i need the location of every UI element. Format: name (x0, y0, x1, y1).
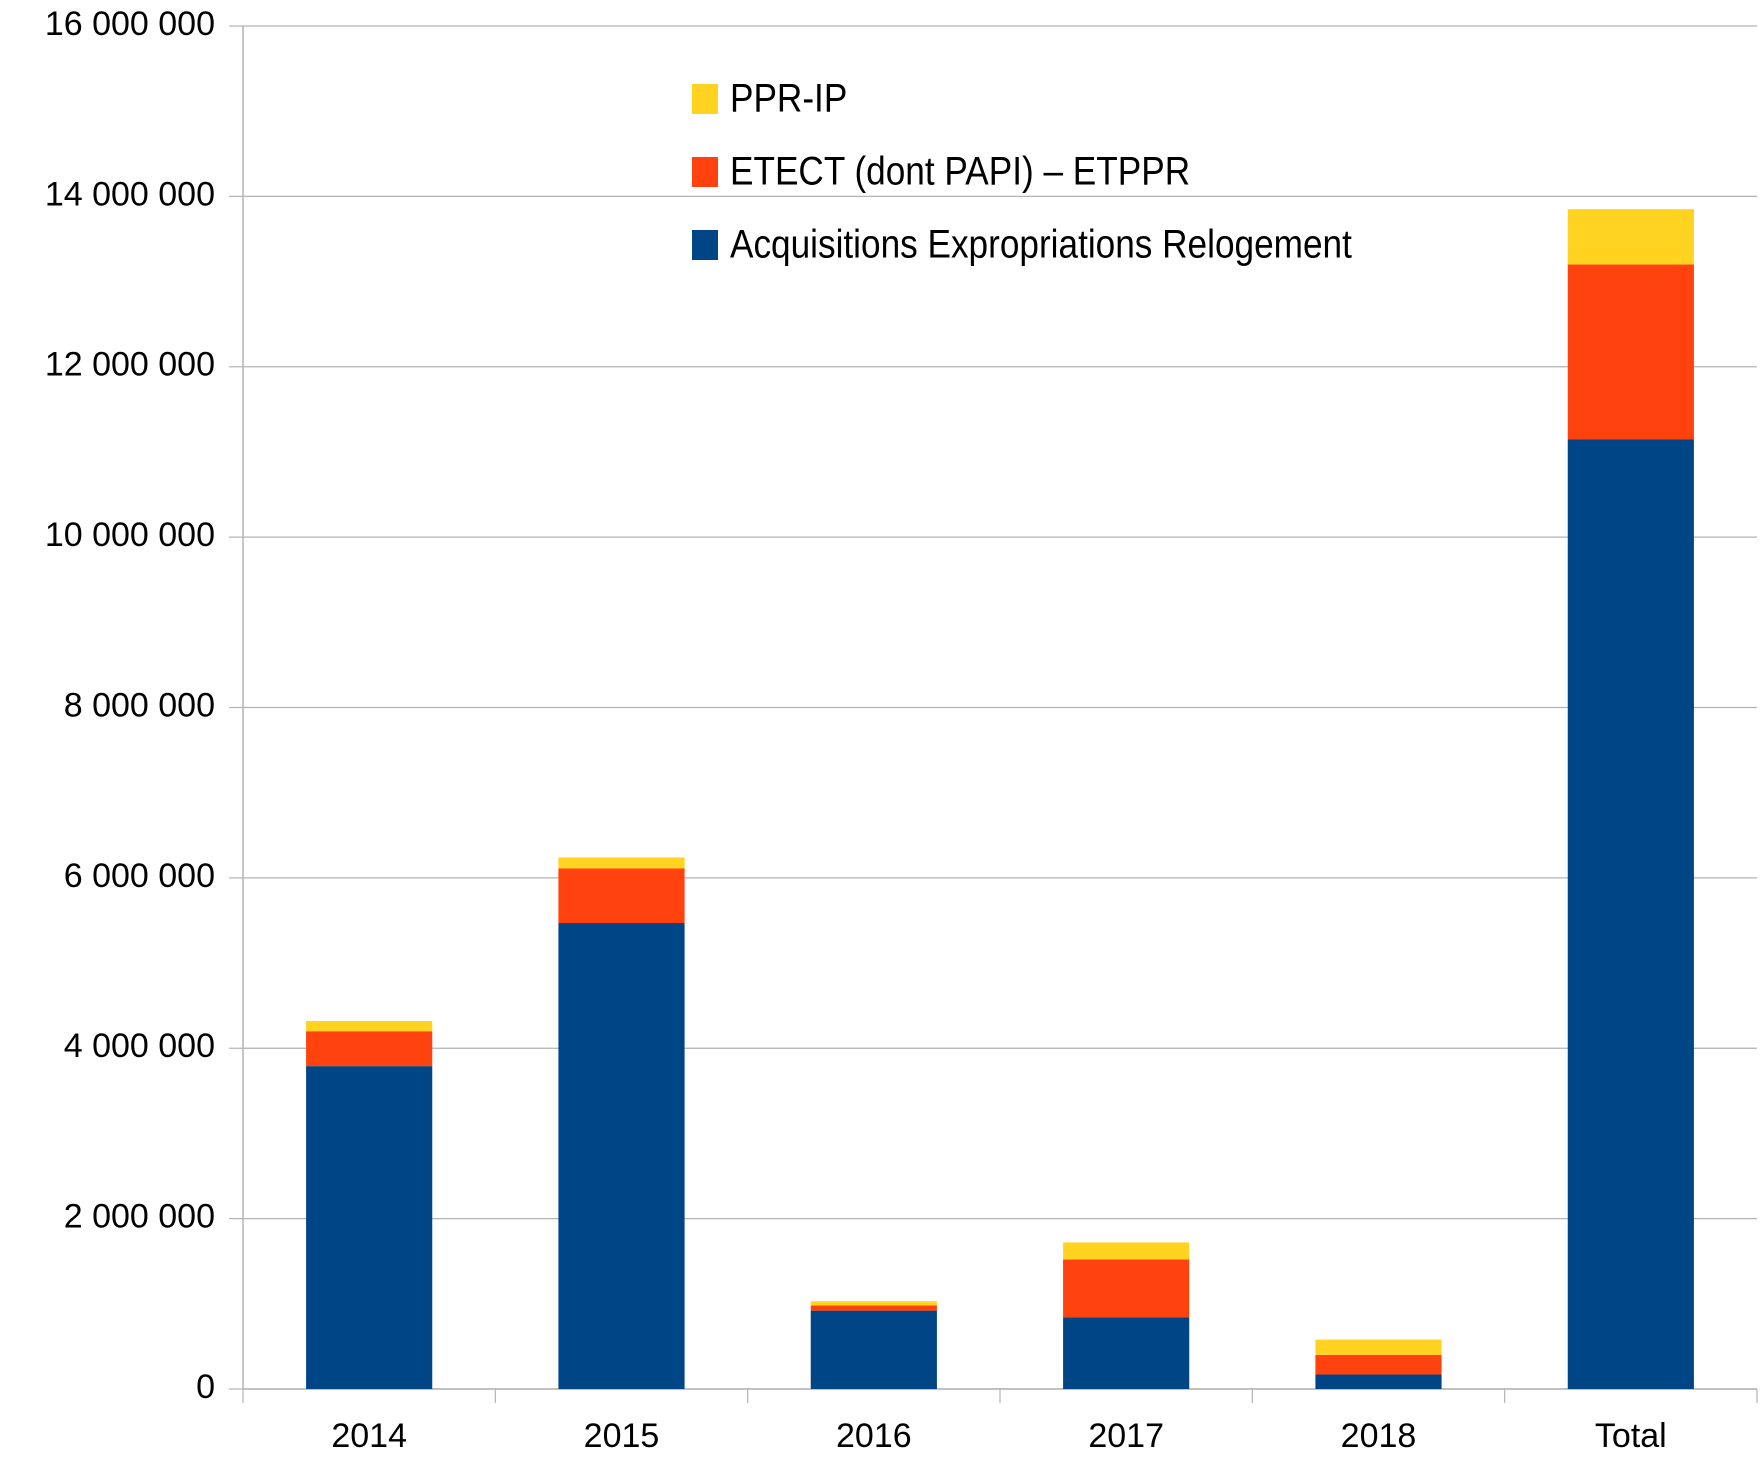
bar-segment (1315, 1339, 1442, 1355)
y-tick-label: 16 000 000 (45, 5, 215, 43)
y-tick-label: 10 000 000 (45, 516, 215, 554)
bar-segment (306, 1066, 433, 1389)
bar-segment (306, 1020, 433, 1032)
bar-segment (810, 1305, 937, 1311)
x-tick-label: 2018 (1341, 1417, 1417, 1455)
y-tick-label: 8 000 000 (64, 686, 215, 724)
bar-segment (1315, 1354, 1442, 1375)
bar-segment (810, 1301, 937, 1306)
x-tick-label: 2016 (836, 1417, 912, 1455)
y-tick-label: 12 000 000 (45, 346, 215, 384)
bar-segment (1063, 1259, 1190, 1318)
bar-segment (1567, 264, 1694, 440)
bar-segment (558, 868, 685, 924)
x-tick-label: 2017 (1088, 1417, 1164, 1455)
legend-label: PPR-IP (730, 75, 847, 120)
bar-segment (1063, 1317, 1190, 1389)
x-tick-label: 2015 (584, 1417, 660, 1455)
bar-segment (1567, 209, 1694, 265)
y-tick-label: 14 000 000 (45, 175, 215, 213)
y-tick-label: 0 (196, 1368, 215, 1406)
bar-segment (558, 857, 685, 869)
legend-swatch (692, 84, 718, 114)
x-tick-label: 2014 (331, 1417, 407, 1455)
bar-segment (1567, 439, 1694, 1389)
legend-swatch (692, 230, 718, 260)
legend-label: ETECT (dont PAPI) – ETPPR (730, 148, 1190, 193)
legend-swatch (692, 157, 718, 187)
y-tick-label: 2 000 000 (64, 1198, 215, 1236)
y-tick-label: 4 000 000 (64, 1027, 215, 1065)
bar-segment (558, 923, 685, 1389)
bar-segment (1063, 1242, 1190, 1260)
y-tick-label: 6 000 000 (64, 857, 215, 895)
bar-segment (810, 1310, 937, 1389)
legend-label: Acquisitions Expropriations Relogement (730, 221, 1352, 266)
bar-segment (1315, 1374, 1442, 1389)
bar-segment (306, 1031, 433, 1067)
x-tick-label: Total (1595, 1417, 1667, 1455)
